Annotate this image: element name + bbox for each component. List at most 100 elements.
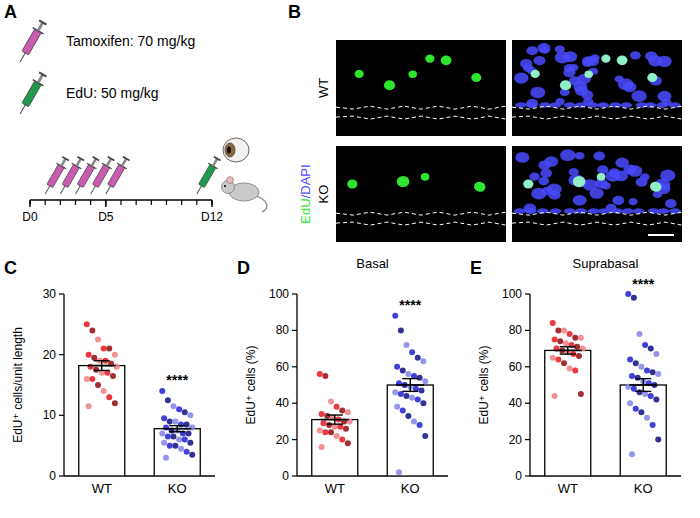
- significance: ****: [399, 297, 421, 313]
- timeline-day-tick: [181, 200, 182, 205]
- mean-line: [88, 365, 116, 367]
- data-point: [635, 375, 641, 381]
- timeline-label: D5: [98, 210, 114, 224]
- panel-letter: E: [470, 258, 482, 278]
- dashed-boundary: [512, 106, 682, 109]
- x-tick-label: WT: [558, 481, 578, 496]
- data-point: [88, 364, 94, 370]
- barrel: [62, 164, 79, 187]
- data-point: [420, 400, 426, 406]
- image-background: [336, 40, 506, 136]
- error-bar: [321, 415, 349, 424]
- syringe-icon: [15, 19, 48, 65]
- dashed-boundary: [512, 222, 682, 225]
- marks: [312, 313, 434, 476]
- nucleus: [645, 51, 657, 60]
- data-point: [112, 400, 118, 406]
- data-point: [557, 338, 563, 344]
- significance: ****: [632, 276, 654, 292]
- y-tick: [525, 366, 530, 367]
- data-point: [334, 404, 340, 410]
- data-point: [637, 331, 643, 337]
- significance: ****: [166, 372, 188, 388]
- data-point: [404, 393, 410, 399]
- chart-title: Basal: [356, 256, 389, 271]
- row-label: WT: [316, 78, 331, 98]
- data-point: [650, 369, 656, 375]
- y-tick-label: 100: [269, 287, 289, 301]
- data-point: [653, 351, 659, 357]
- data-point: [405, 413, 411, 419]
- nucleus: [597, 165, 608, 174]
- nucleus: [581, 90, 593, 99]
- data-point: [655, 371, 661, 377]
- edu-cell: [617, 55, 628, 65]
- y-tick: [525, 403, 530, 404]
- data-point: [86, 352, 92, 358]
- nucleus: [569, 168, 579, 176]
- nucleus: [530, 87, 545, 98]
- timeline-day-tick: [196, 200, 197, 205]
- nucleus: [533, 56, 545, 65]
- needle: [91, 186, 96, 194]
- y-tick-label: 0: [282, 469, 289, 483]
- data-point: [187, 440, 193, 446]
- y-tick: [59, 354, 64, 355]
- mean-line: [629, 384, 657, 386]
- timeline-tick: [29, 200, 30, 207]
- edu-cell: [441, 55, 452, 65]
- y-tick-label: 20: [509, 433, 523, 447]
- data-point: [187, 412, 193, 418]
- syringe-icon: [71, 156, 101, 197]
- data-point: [572, 367, 578, 373]
- data-point: [638, 409, 644, 415]
- data-point: [550, 320, 556, 326]
- barrel: [22, 81, 41, 107]
- needle: [20, 53, 25, 62]
- data-point: [404, 342, 410, 348]
- basal-nucleus: [564, 208, 576, 214]
- y-axis-title: EdU⁺ cells/unit length: [11, 327, 25, 443]
- data-point: [161, 415, 167, 421]
- edu-cell: [471, 73, 481, 82]
- stain-part: /DAPI: [298, 164, 313, 198]
- data-point: [328, 398, 334, 404]
- data-point: [182, 409, 188, 415]
- y-tick-label: 40: [276, 396, 290, 410]
- needle: [76, 186, 81, 194]
- micrograph: [512, 40, 682, 136]
- edu-cell: [650, 182, 660, 191]
- y-tick-label: 10: [43, 408, 57, 422]
- nucleus: [612, 196, 624, 205]
- data-point: [411, 418, 417, 424]
- data-point: [319, 411, 325, 417]
- micrograph: [336, 40, 506, 136]
- x-tick-label: KO: [168, 481, 187, 496]
- barrel: [199, 164, 216, 187]
- error-cap: [327, 414, 343, 415]
- data-point: [653, 397, 659, 403]
- timeline-day-tick: [90, 200, 91, 205]
- plunger-head: [108, 157, 115, 161]
- basal-nucleus: [550, 208, 562, 214]
- data-point: [101, 346, 107, 352]
- barrel: [22, 29, 41, 55]
- data-point: [171, 403, 177, 409]
- needle: [45, 186, 50, 194]
- dashed-boundary: [512, 116, 682, 119]
- nucleus: [623, 165, 636, 175]
- data-point: [631, 295, 637, 301]
- data-point: [637, 389, 643, 395]
- needle: [60, 186, 65, 194]
- panel-letter: B: [288, 2, 301, 22]
- bar: [79, 366, 125, 476]
- data-point: [317, 428, 323, 434]
- data-point: [555, 357, 561, 363]
- syringe-icon: [40, 156, 70, 197]
- edu-cell: [409, 70, 417, 78]
- y-tick: [59, 475, 64, 476]
- nucleus: [537, 43, 550, 53]
- timeline-day-tick: [60, 200, 61, 205]
- y-tick: [292, 330, 297, 331]
- data-point: [398, 327, 404, 333]
